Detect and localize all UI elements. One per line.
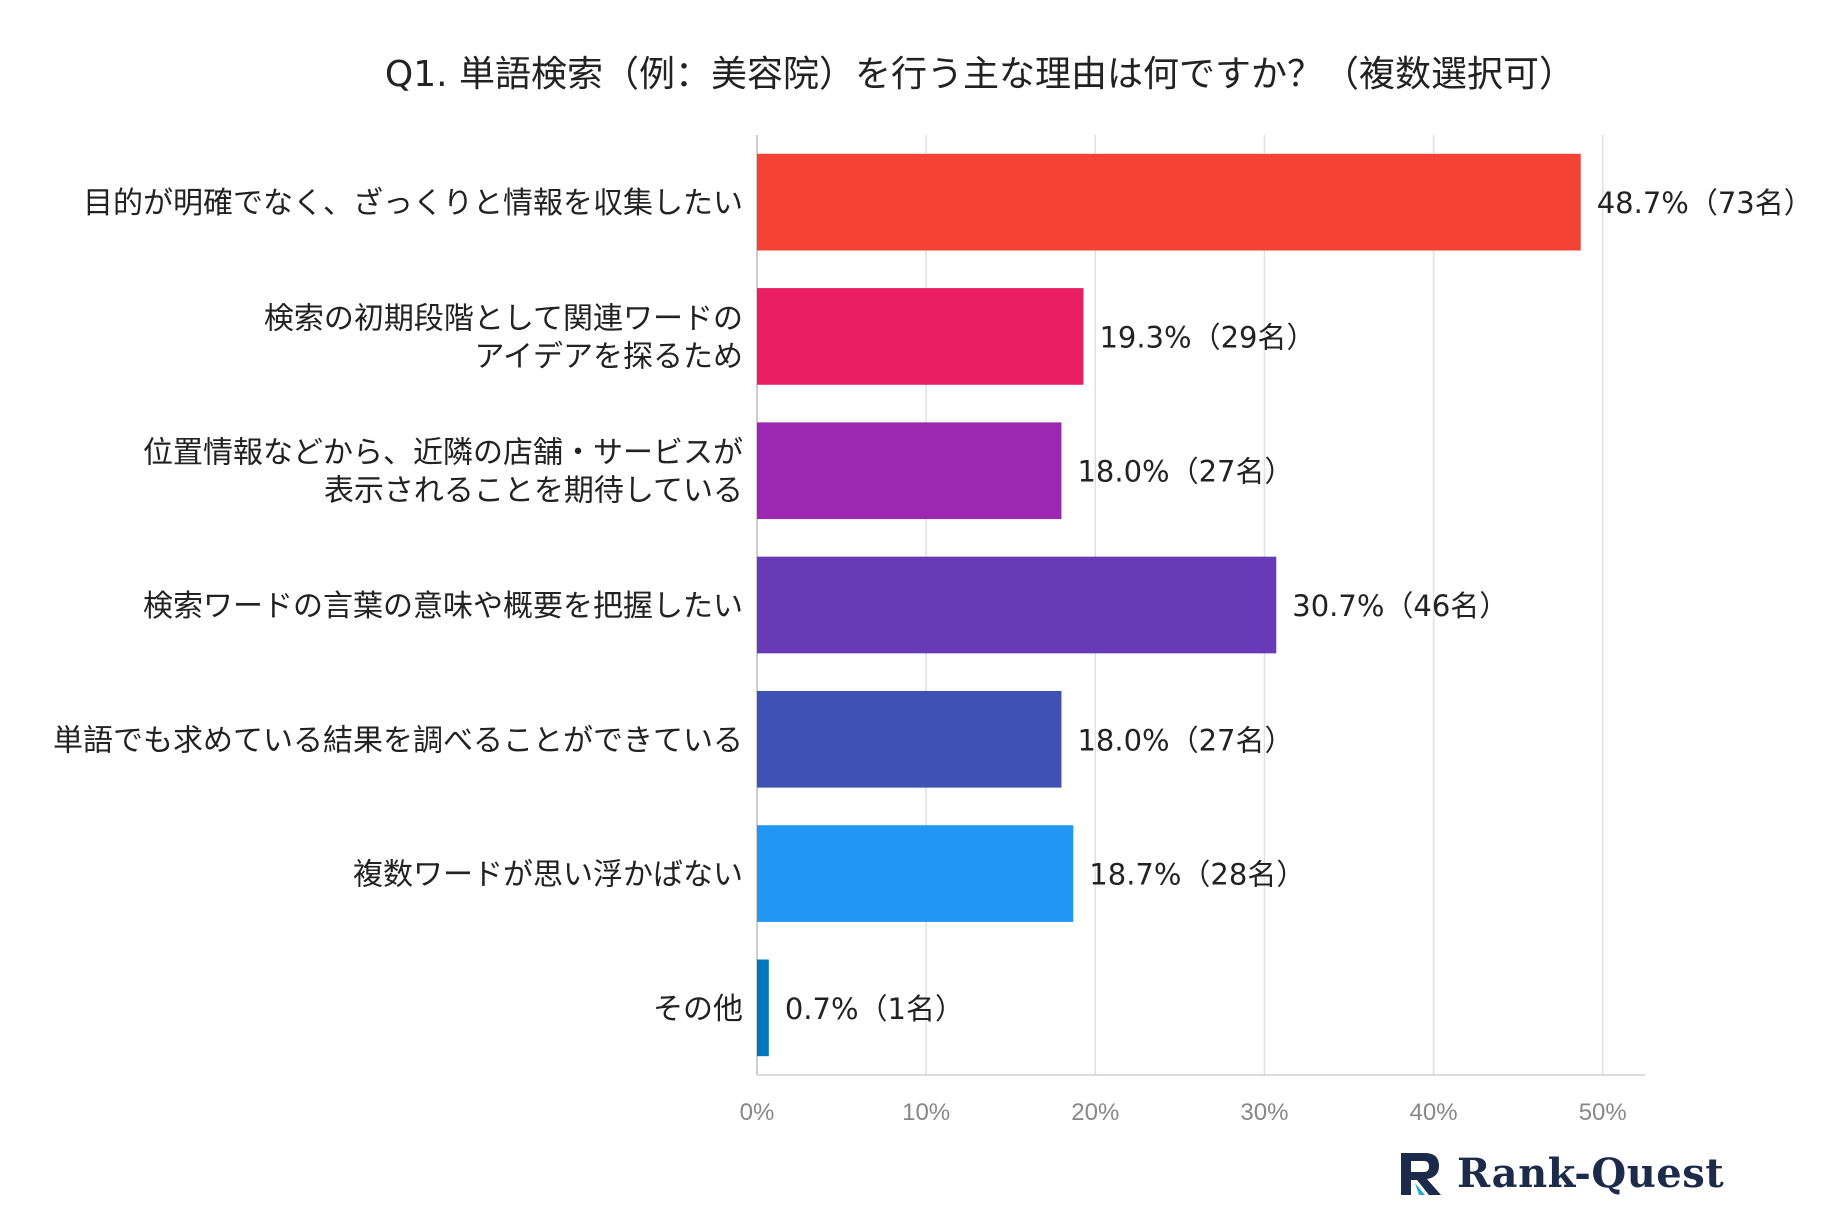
- bar: [757, 825, 1074, 922]
- bar: [757, 556, 1277, 654]
- bar: [757, 288, 1084, 385]
- data-label: 18.0%（27名）: [1077, 455, 1293, 489]
- x-axis-ticks: 0% 10% 20% 30% 40% 50%: [740, 1099, 1627, 1126]
- data-label: 48.7%（73名）: [1597, 186, 1813, 220]
- data-label: 18.7%（28名）: [1089, 858, 1305, 892]
- category-label: 検索ワードの言葉の意味や概要を把握したい: [143, 589, 743, 624]
- bars: [757, 153, 1581, 1057]
- category-label: その他: [653, 992, 743, 1027]
- data-labels: 48.7%（73名） 19.3%（29名） 18.0%（27名） 30.7%（46名）…: [785, 186, 1813, 1026]
- category-label: アイデアを探るため: [475, 339, 744, 374]
- data-label: 18.0%（27名）: [1077, 723, 1293, 757]
- rank-quest-logo-icon: [1401, 1153, 1441, 1195]
- x-tick-label: 30%: [1240, 1099, 1288, 1126]
- category-label: 複数ワードが思い浮かばない: [353, 858, 743, 893]
- category-labels: 目的が明確でなく、ざっくりと情報を収集したい検索の初期段階として関連ワードのアイ…: [53, 186, 743, 1027]
- chart-title: Q1. 単語検索（例：美容院）を行う主な理由は何ですか？（複数選択可）: [385, 54, 1575, 95]
- bar: [757, 422, 1062, 520]
- x-tick-label: 50%: [1579, 1099, 1627, 1126]
- bar: [757, 690, 1062, 788]
- rank-quest-logo: Rank-Quest: [1395, 1145, 1724, 1201]
- category-label: 位置情報などから、近隣の店舗・サービスが: [143, 436, 743, 471]
- logo-text: Rank-Quest: [1457, 1149, 1725, 1197]
- data-label: 30.7%（46名）: [1292, 589, 1508, 623]
- category-label: 目的が明確でなく、ざっくりと情報を収集したい: [83, 186, 743, 221]
- x-tick-label: 0%: [740, 1099, 775, 1126]
- category-label: 表示されることを期待している: [324, 474, 743, 509]
- category-label: 単語でも求めている結果を調べることができている: [53, 723, 743, 758]
- category-label: 検索の初期段階として関連ワードの: [264, 301, 743, 336]
- data-label: 0.7%（1名）: [785, 992, 964, 1026]
- data-label: 19.3%（29名）: [1099, 320, 1315, 354]
- x-tick-label: 40%: [1410, 1099, 1458, 1126]
- x-tick-label: 20%: [1071, 1099, 1119, 1126]
- bar: [757, 959, 769, 1057]
- bar: [757, 153, 1581, 251]
- x-tick-label: 10%: [902, 1099, 950, 1126]
